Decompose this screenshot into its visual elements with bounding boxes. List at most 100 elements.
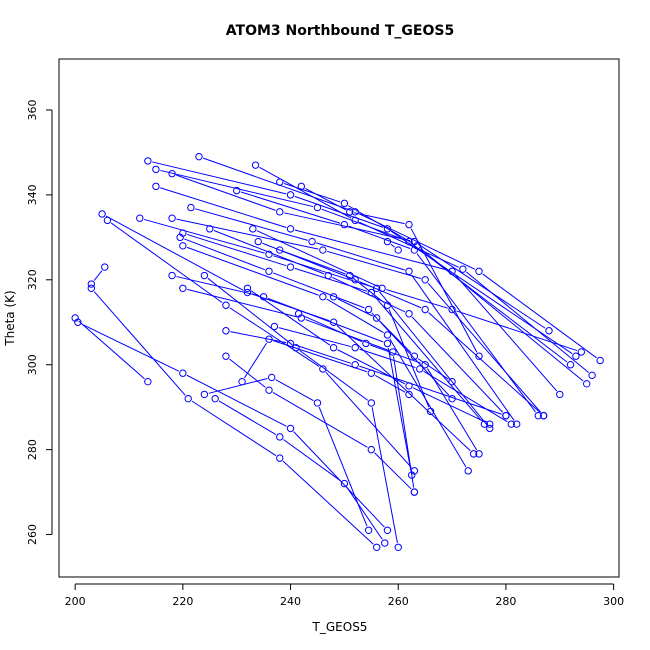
series-segment	[348, 205, 414, 244]
data-point	[184, 394, 192, 403]
flight-series	[168, 271, 416, 479]
series-segment	[427, 368, 478, 451]
data-point	[582, 380, 591, 388]
data-point	[405, 310, 413, 318]
series-segment	[184, 238, 265, 271]
data-point	[144, 377, 152, 386]
series-segment	[379, 320, 412, 354]
series-segment	[160, 169, 314, 208]
data-point	[410, 488, 419, 496]
data-point	[313, 203, 322, 212]
flight-series	[249, 225, 586, 356]
series-segment	[229, 307, 320, 367]
data-point	[179, 242, 187, 250]
data-point	[405, 220, 413, 229]
data-point	[421, 276, 429, 284]
data-point	[534, 411, 542, 420]
series-segment	[454, 274, 558, 392]
data-point	[276, 433, 284, 441]
data-point	[176, 233, 184, 242]
data-point	[286, 339, 295, 348]
data-point	[206, 225, 214, 233]
data-point	[243, 284, 252, 292]
data-point	[383, 339, 392, 348]
series-segment	[230, 331, 287, 344]
data-point	[362, 339, 370, 348]
series-segment	[327, 250, 421, 280]
flight-series	[383, 237, 402, 254]
data-point	[87, 280, 96, 288]
data-point	[588, 371, 596, 380]
data-point	[168, 271, 176, 280]
data-point	[394, 246, 402, 254]
data-point	[329, 293, 338, 301]
series-segment	[152, 161, 287, 195]
series-segment	[410, 228, 478, 353]
series-segment	[420, 248, 584, 382]
flight-series	[276, 178, 591, 388]
data-point	[251, 161, 260, 169]
data-point	[222, 327, 230, 335]
data-point	[383, 526, 392, 534]
series-segment	[143, 218, 265, 254]
data-point	[276, 178, 284, 186]
series-segment	[354, 212, 405, 225]
series-segment	[352, 277, 385, 303]
y-tick-label: 360	[26, 99, 39, 120]
series-segment	[359, 365, 502, 415]
series-segment	[359, 281, 422, 309]
flight-series	[103, 216, 419, 475]
series-segment	[186, 246, 319, 296]
data-point	[351, 361, 359, 369]
series-segment	[294, 195, 384, 228]
data-point	[367, 399, 376, 407]
flight-series	[87, 263, 109, 288]
data-point	[200, 271, 209, 280]
data-point	[340, 220, 349, 229]
data-point	[340, 479, 349, 488]
data-point	[270, 322, 279, 331]
series-segment	[428, 312, 541, 414]
data-point	[364, 305, 373, 314]
series-segment	[325, 371, 412, 468]
series-segment	[81, 323, 180, 372]
series-segment	[191, 400, 277, 457]
data-point	[475, 267, 483, 275]
flight-series	[276, 246, 435, 416]
data-point	[179, 369, 187, 377]
series-segment	[348, 225, 411, 249]
series-segment	[110, 222, 223, 304]
data-point	[372, 543, 381, 551]
flight-series	[254, 237, 548, 420]
series-layer	[71, 152, 604, 551]
data-point	[410, 352, 419, 360]
data-point	[232, 186, 241, 195]
y-axis: 260 280 300 320 340 360	[26, 99, 53, 545]
flight-series	[232, 186, 542, 420]
data-point	[383, 301, 392, 309]
flight-series	[294, 310, 483, 458]
data-point	[319, 246, 327, 254]
data-point	[410, 467, 419, 475]
y-tick-label: 320	[26, 269, 39, 290]
flight-series	[222, 327, 510, 420]
series-segment	[411, 316, 504, 413]
data-point	[286, 225, 295, 233]
flight-series	[200, 271, 402, 551]
data-point	[222, 352, 230, 360]
data-point	[276, 246, 284, 254]
data-point	[566, 361, 575, 369]
flight-series	[211, 394, 389, 547]
data-point	[367, 445, 376, 454]
x-tick-label: 300	[603, 595, 624, 608]
series-segment	[456, 310, 578, 352]
data-point	[136, 214, 144, 222]
data-point	[486, 420, 494, 428]
data-point	[421, 361, 429, 369]
data-point	[480, 420, 489, 428]
y-axis-label: Theta (K)	[3, 290, 17, 346]
data-point	[103, 216, 112, 225]
data-point	[556, 390, 564, 399]
x-tick-label: 200	[65, 595, 86, 608]
